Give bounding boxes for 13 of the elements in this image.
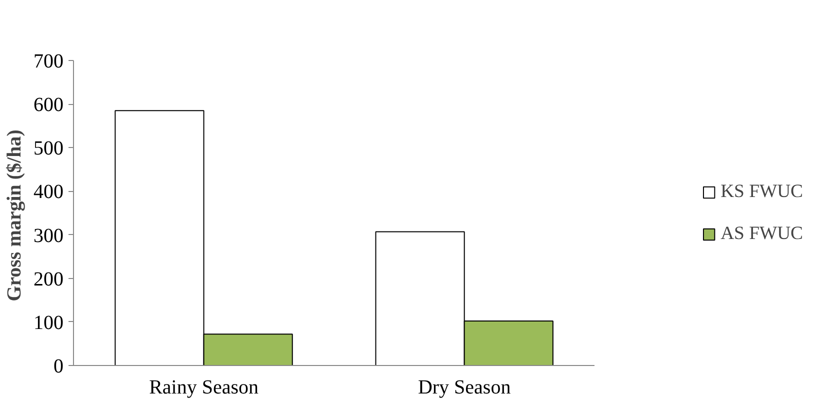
y-axis-title: Gross margin ($/ha) [4,130,26,302]
legend-label: AS FWUC [720,222,803,244]
y-tick-label: 600 [34,94,64,116]
y-tick-label: 500 [34,138,64,160]
y-tick-label: 300 [34,224,64,247]
x-tick-label: Dry Season [418,376,511,398]
y-tick-label: 700 [34,50,64,72]
y-tick-label: 100 [34,312,64,334]
x-tick-label: Rainy Season [149,376,258,398]
y-tick-label: 200 [34,268,64,290]
legend-label: KS FWUC [720,180,803,202]
y-tick-label: 0 [54,356,64,378]
y-tick-label: 400 [34,181,64,204]
